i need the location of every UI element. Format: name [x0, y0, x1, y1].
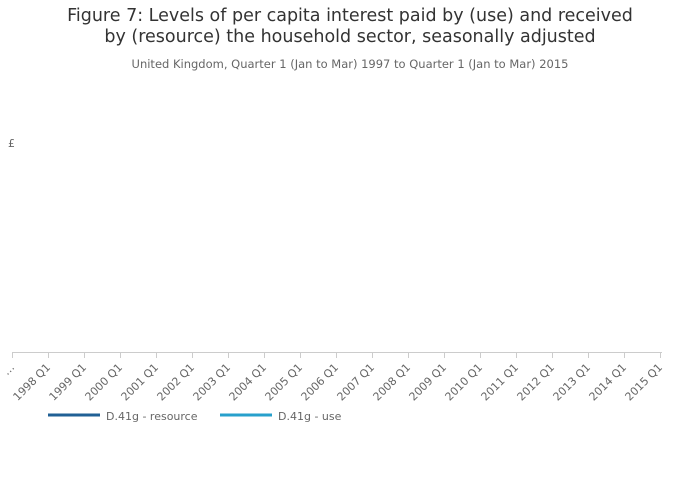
- x-tick-label: 2002 Q1: [155, 361, 198, 404]
- chart-title: Figure 7: Levels of per capita interest …: [67, 6, 633, 47]
- x-tick-label: 2001 Q1: [119, 361, 162, 404]
- x-tick-label: 2005 Q1: [263, 361, 306, 404]
- x-tick-label: 2000 Q1: [83, 361, 126, 404]
- x-tick-label: 2010 Q1: [443, 361, 486, 404]
- x-tick-label: 2012 Q1: [515, 361, 558, 404]
- legend-label: D.41g - resource: [106, 410, 198, 423]
- x-tick-label: 2015 Q1: [623, 361, 666, 404]
- x-tick-label: 2003 Q1: [191, 361, 234, 404]
- x-tick-label: …: [0, 361, 17, 378]
- x-tick-label: 2007 Q1: [335, 361, 378, 404]
- x-tick-label: 2004 Q1: [227, 361, 270, 404]
- x-tick-label: 2008 Q1: [371, 361, 414, 404]
- y-axis-label: £: [8, 137, 15, 150]
- x-tick-label: 1998 Q1: [11, 361, 54, 404]
- x-tick-label: 1999 Q1: [47, 361, 90, 404]
- chart-subtitle: United Kingdom, Quarter 1 (Jan to Mar) 1…: [131, 57, 569, 71]
- x-tick-label: 2006 Q1: [299, 361, 342, 404]
- x-tick-label: 2011 Q1: [479, 361, 522, 404]
- x-tick-label: 2014 Q1: [587, 361, 630, 404]
- x-tick-label: 2013 Q1: [551, 361, 594, 404]
- x-tick-label: 2009 Q1: [407, 361, 450, 404]
- legend-label: D.41g - use: [278, 410, 342, 423]
